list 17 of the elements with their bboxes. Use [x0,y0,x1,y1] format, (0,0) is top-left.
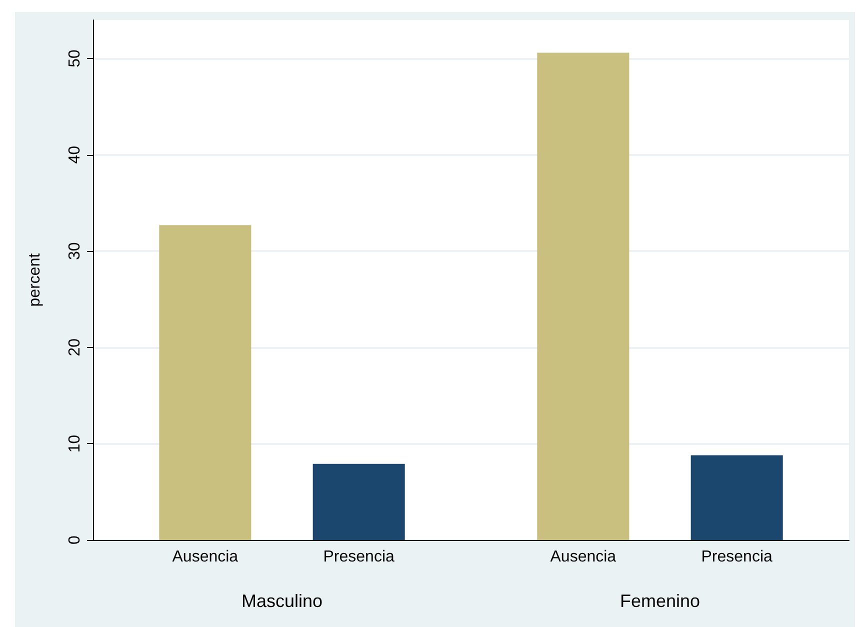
x-tick-label: Masculino [241,591,323,611]
y-tick-label: 20 [66,338,84,356]
y-tick-label: 40 [66,146,84,164]
x-tick-label: Femenino [620,591,700,611]
text: Ausencia [550,548,616,566]
bar [159,225,252,540]
y-tick-label: 10 [66,434,84,453]
series-label: Ausencia [172,548,238,566]
y-tick-label: 50 [66,50,84,68]
y-tick-label: 30 [66,242,84,260]
y-axis-title: percent [26,252,44,307]
bar [690,455,783,540]
y-tick-label: 0 [66,535,84,544]
bar [312,464,405,540]
bar [537,52,630,540]
series-label: Presencia [323,548,395,566]
text: Presencia [701,548,772,566]
